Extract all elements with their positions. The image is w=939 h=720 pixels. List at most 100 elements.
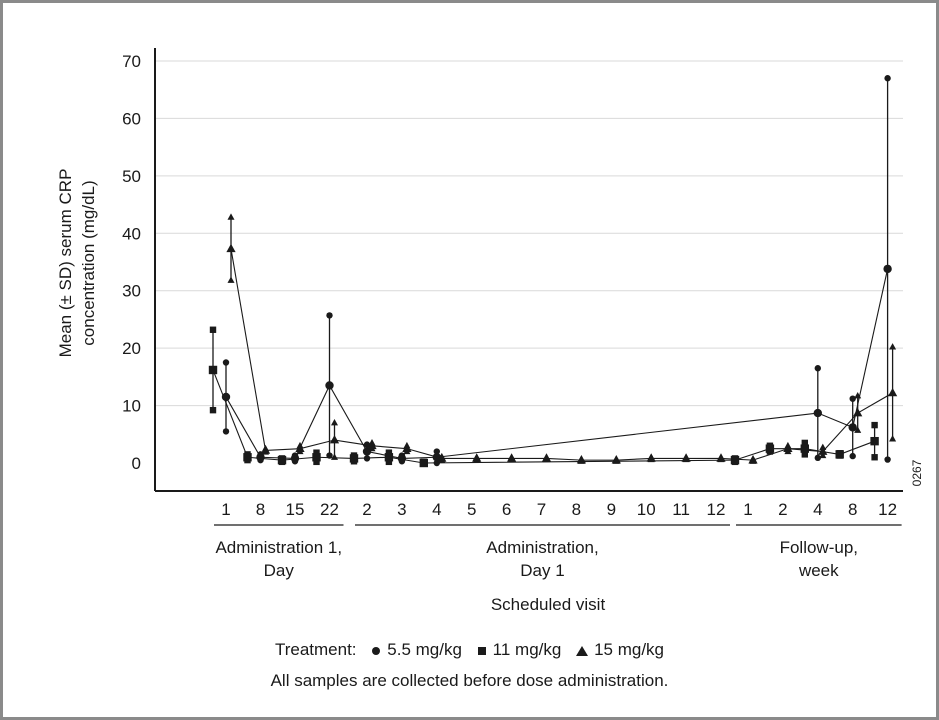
x-tick-label: 1	[221, 500, 230, 519]
error-bar-cap	[222, 428, 230, 435]
data-point	[290, 454, 300, 463]
x-tick-label: 2	[778, 500, 787, 519]
x-tick-label: 22	[320, 500, 339, 519]
y-tick-label: 20	[122, 339, 141, 358]
data-point	[883, 264, 892, 274]
x-tick-label: 8	[848, 500, 857, 519]
x-tick-label: 12	[878, 500, 897, 519]
y-axis-label: concentration (mg/dL)	[79, 180, 98, 345]
data-point	[848, 423, 857, 432]
legend-title: Treatment:	[274, 640, 357, 659]
error-bar-cap	[330, 418, 339, 426]
error-bar-cap	[814, 454, 821, 462]
triangle-marker-icon	[576, 645, 589, 656]
data-point	[506, 453, 517, 462]
y-tick-label: 60	[122, 109, 141, 128]
data-point	[646, 453, 656, 462]
x-tick-label: 11	[672, 500, 690, 519]
error-bar-cap	[222, 359, 230, 366]
error-bar-cap	[313, 449, 320, 456]
series-line	[212, 369, 875, 464]
x-tick-label: 3	[397, 500, 406, 519]
error-bar-cap	[889, 343, 897, 350]
legend: Treatment: 5.5 mg/kg 11 mg/kg 15 mg/kg	[3, 640, 936, 660]
data-point	[576, 455, 587, 464]
data-point	[419, 458, 428, 468]
circle-marker-icon	[372, 646, 381, 655]
y-tick-label: 70	[122, 52, 141, 71]
data-point	[541, 453, 552, 462]
data-point	[349, 454, 359, 463]
data-point	[437, 453, 447, 462]
data-point	[800, 444, 809, 453]
x-tick-label: 1	[743, 500, 752, 519]
data-point	[716, 453, 726, 462]
data-point	[611, 455, 621, 464]
error-bar-cap	[871, 454, 878, 461]
group-label: Day 1	[520, 561, 564, 580]
legend-item-5-5: 5.5 mg/kg	[371, 640, 462, 659]
x-axis-label: Scheduled visit	[491, 595, 606, 614]
data-point	[208, 365, 218, 375]
error-bar-cap	[814, 365, 821, 372]
x-tick-label: 2	[362, 500, 371, 519]
x-tick-label: 8	[572, 500, 581, 519]
data-point	[748, 455, 758, 464]
data-point	[870, 436, 879, 446]
x-tick-label: 7	[537, 500, 546, 519]
data-point	[256, 453, 265, 462]
data-point	[243, 453, 252, 462]
data-point	[681, 453, 691, 462]
x-tick-label: 12	[707, 500, 726, 519]
x-tick-label: 15	[286, 500, 305, 519]
error-bar-cap	[326, 312, 333, 319]
chart: 0 10 20 30 40 50 60 70 Mean (± SD) serum CRP conc…	[56, 48, 924, 614]
error-bar-cap	[884, 456, 891, 463]
data-point	[853, 407, 863, 417]
data-point	[362, 447, 372, 456]
error-bar-cap	[849, 395, 856, 402]
footnote: All samples are collected before dose ad…	[270, 671, 669, 690]
x-tick-label: 4	[813, 500, 822, 519]
data-point	[277, 455, 287, 465]
error-bar-cap	[385, 458, 393, 466]
figure-code: 0267	[910, 459, 924, 486]
group-label: Day	[264, 561, 295, 580]
data-point	[397, 454, 407, 463]
legend-label: 11 mg/kg	[492, 640, 562, 659]
error-bar-cap	[889, 435, 897, 442]
data-point	[813, 408, 822, 418]
series-line	[225, 268, 889, 459]
group-label: Administration,	[486, 538, 598, 557]
data-point	[765, 444, 775, 453]
error-bar-cap	[854, 426, 862, 433]
error-bar-cap	[801, 451, 808, 458]
data-point	[260, 445, 271, 454]
x-tick-label: 4	[432, 500, 441, 519]
data-point	[384, 453, 394, 462]
group-label: week	[798, 561, 839, 580]
error-bar-cap	[227, 276, 235, 283]
error-bar-cap	[330, 453, 339, 460]
error-bar-cap	[871, 421, 878, 429]
x-tick-label: 8	[256, 500, 265, 519]
data-point	[818, 446, 828, 455]
data-point	[295, 443, 305, 453]
error-bar-cap	[209, 326, 217, 333]
data-point	[221, 392, 231, 402]
legend-label: 5.5 mg/kg	[387, 640, 462, 659]
group-label: Administration 1,	[215, 538, 342, 557]
legend-item-15: 15 mg/kg	[576, 640, 664, 659]
data-point	[783, 443, 793, 453]
y-tick-label: 50	[122, 167, 141, 186]
legend-label: 15 mg/kg	[594, 640, 665, 659]
data-point	[835, 450, 844, 459]
data-point	[325, 381, 334, 390]
x-tick-label: 10	[637, 500, 656, 519]
data-point	[402, 443, 412, 453]
error-bar-cap	[884, 75, 891, 82]
x-tick-label: 6	[502, 500, 511, 519]
error-bar-cap	[227, 213, 235, 220]
y-tick-label: 0	[132, 454, 141, 473]
y-tick-label: 40	[122, 224, 141, 243]
